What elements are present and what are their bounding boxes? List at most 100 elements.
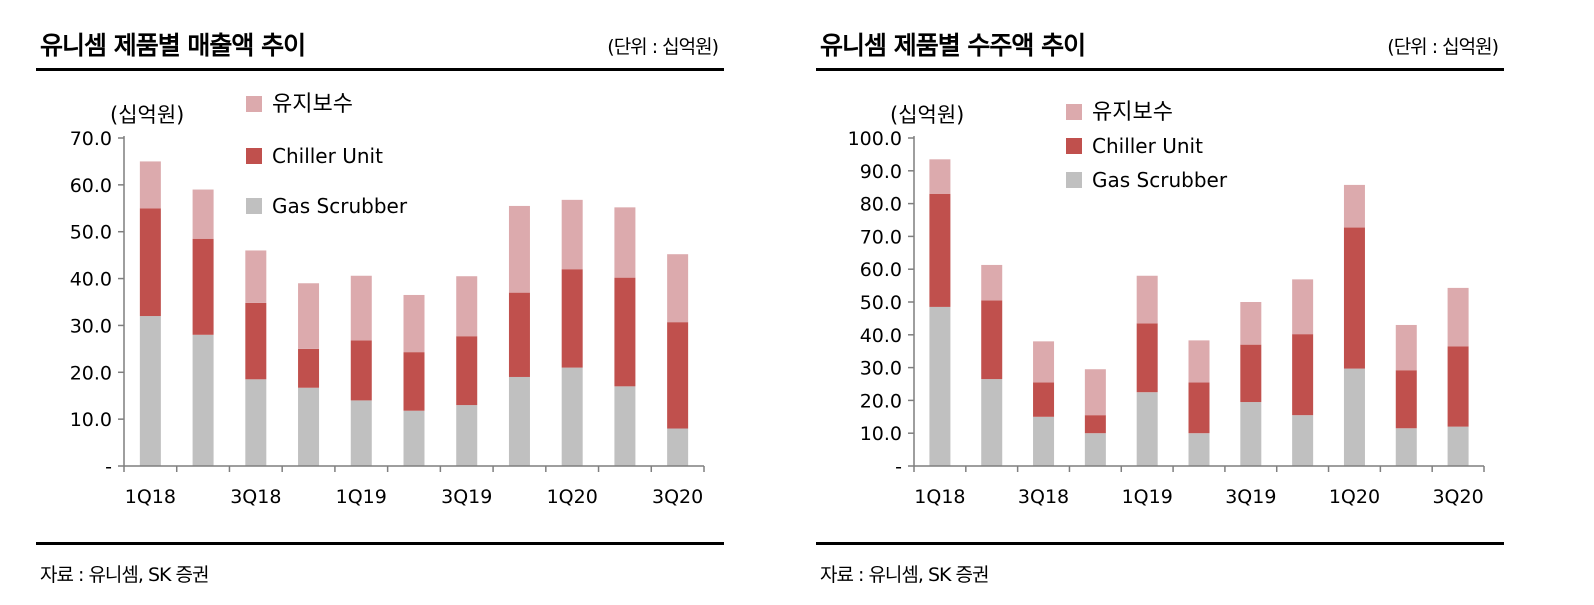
bar-segment (1343, 227, 1365, 369)
x-tick-label: 1Q20 (547, 486, 598, 508)
bar-segment (139, 161, 161, 209)
y-tick-label: 10.0 (860, 423, 902, 445)
orders-panel: 유니셈 제품별 수주액 추이 (단위 : 십억원) (십억원) - 10.0 20.0… (816, 0, 1504, 605)
y-tick-label: 30.0 (860, 358, 902, 380)
bar-segment (508, 376, 530, 466)
bar-segment (614, 207, 636, 278)
x-tick-label: 3Q18 (1018, 486, 1069, 508)
bar-segment (1136, 275, 1158, 324)
bar-segment (1292, 334, 1314, 416)
legend-label: Chiller Unit (272, 144, 383, 168)
y-tick-label: 80.0 (860, 194, 902, 216)
x-tick-label: 1Q20 (1329, 486, 1380, 508)
bar-segment (929, 306, 951, 466)
bar-segment (981, 264, 1003, 301)
bar-segment (1395, 428, 1417, 466)
bar-segment (298, 283, 320, 349)
bar-segment (1033, 382, 1055, 417)
bar-segment (1084, 415, 1106, 434)
x-tick-label: 1Q18 (125, 486, 176, 508)
panel-source: 자료 : 유니셈, SK 증권 (820, 564, 989, 586)
bar-segment (350, 340, 372, 401)
legend-swatch (1066, 138, 1082, 154)
panel-header: 유니셈 제품별 매출액 추이 (단위 : 십억원) (36, 18, 724, 71)
y-axis-label: (십억원) (110, 103, 184, 127)
y-tick-label: 40.0 (860, 325, 902, 347)
footer-rule (36, 542, 724, 545)
bar-segment (1033, 341, 1055, 383)
bar-segment (614, 386, 636, 466)
bar-segment (456, 405, 478, 466)
bar-segment (403, 294, 425, 353)
bar-segment (403, 352, 425, 411)
y-tick-label: 40.0 (70, 269, 112, 291)
bar-segment (139, 208, 161, 317)
bar-segment (456, 336, 478, 406)
legend-swatch (1066, 172, 1082, 188)
legend-label: 유지보수 (1092, 100, 1173, 125)
bar-segment (508, 292, 530, 377)
bar-segment (298, 348, 320, 388)
bar-segment (403, 410, 425, 466)
bar-segment (1447, 346, 1469, 427)
bar-segment (1343, 184, 1365, 228)
bar-segment (508, 205, 530, 293)
bar-segment (245, 379, 267, 466)
y-tick-label: 50.0 (860, 292, 902, 314)
bar-segment (1136, 392, 1158, 466)
legend-swatch (246, 198, 262, 214)
bar-segment (298, 387, 320, 466)
bar-segment (1136, 323, 1158, 393)
bar-segment (981, 300, 1003, 380)
bar-segment (561, 199, 583, 270)
panel-title: 유니셈 제품별 매출액 추이 (40, 31, 306, 60)
x-tick-label: 1Q18 (914, 486, 965, 508)
bar-segment (561, 269, 583, 368)
bar-segment (192, 334, 214, 466)
panel-header: 유니셈 제품별 수주액 추이 (단위 : 십억원) (816, 18, 1504, 71)
bar-segment (1343, 368, 1365, 466)
bar-segment (929, 159, 951, 194)
x-tick-label: 3Q20 (652, 486, 703, 508)
bar-segment (1084, 369, 1106, 416)
panel-unit: (단위 : 십억원) (1387, 36, 1499, 58)
bar-segment (1033, 416, 1055, 466)
y-tick-label: 70.0 (70, 128, 112, 150)
legend-swatch (246, 148, 262, 164)
legend-swatch (246, 96, 262, 112)
bar-segment (981, 379, 1003, 466)
y-axis-label: (십억원) (890, 103, 964, 127)
bar-segment (350, 400, 372, 466)
sales-chart: (십억원) - 10.0 20.0 30.0 40.0 50.0 60.0 70.0 1Q18 3Q… (70, 92, 705, 508)
bar-segment (1395, 324, 1417, 371)
bar-segment (456, 276, 478, 337)
panel-source: 자료 : 유니셈, SK 증권 (40, 564, 209, 586)
bar-segment (614, 277, 636, 387)
legend-label: 유지보수 (272, 92, 353, 117)
bar-segment (1240, 302, 1262, 345)
y-tick-label: 90.0 (860, 161, 902, 183)
bar-segment (1447, 426, 1469, 466)
y-tick-label: - (105, 456, 112, 478)
y-tick-label: 20.0 (860, 390, 902, 412)
bar-segment (1188, 433, 1210, 466)
y-tick-label: 20.0 (70, 362, 112, 384)
bar-segment (1292, 279, 1314, 335)
y-tick-label: 70.0 (860, 226, 902, 248)
x-tick-label: 1Q19 (336, 486, 387, 508)
x-tick-label: 1Q19 (1122, 486, 1173, 508)
panel-unit: (단위 : 십억원) (607, 36, 719, 58)
orders-chart: (십억원) - 10.0 20.0 30.0 40.0 50.0 60.0 70.0 80.0 90… (848, 100, 1485, 508)
bar-segment (245, 250, 267, 303)
x-tick-label: 3Q19 (441, 486, 492, 508)
y-tick-label: 30.0 (70, 315, 112, 337)
bar-segment (1188, 340, 1210, 383)
legend-label: Gas Scrubber (1092, 168, 1228, 192)
bar-segment (139, 316, 161, 466)
bar-segment (1240, 402, 1262, 466)
bar-segment (667, 428, 689, 466)
legend-swatch (1066, 104, 1082, 120)
bar-segment (667, 254, 689, 323)
bar-segment (667, 322, 689, 429)
bar-segment (1447, 287, 1469, 347)
